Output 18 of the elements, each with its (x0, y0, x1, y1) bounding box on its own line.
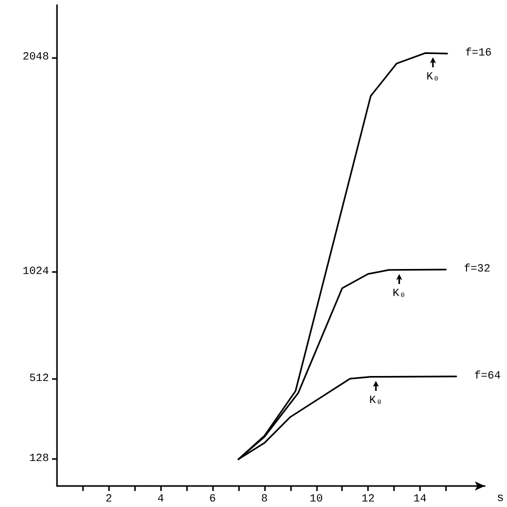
y-tick-label: 1024 (22, 266, 50, 278)
x-tick-label: 10 (310, 494, 323, 506)
annotation: K₀ (392, 288, 406, 300)
x-tick-label: 2 (106, 494, 112, 506)
series-label: f=64 (474, 370, 502, 382)
series-label: f=32 (464, 264, 490, 276)
series-label: f=16 (465, 48, 492, 60)
x-tick-label: 12 (362, 494, 375, 506)
annotation: K₀ (369, 394, 383, 407)
y-tick-label: 2048 (22, 52, 49, 64)
x-tick-label: 6 (209, 494, 216, 506)
y-tick-label: 512 (29, 372, 49, 385)
annotation: K₀ (426, 71, 440, 84)
x-tick-label: 4 (157, 494, 164, 506)
x-axis-title: s (496, 491, 504, 505)
y-tick-label: 128 (29, 453, 49, 466)
x-tick-label: 8 (261, 494, 268, 506)
x-tick-label: 14 (413, 494, 427, 506)
